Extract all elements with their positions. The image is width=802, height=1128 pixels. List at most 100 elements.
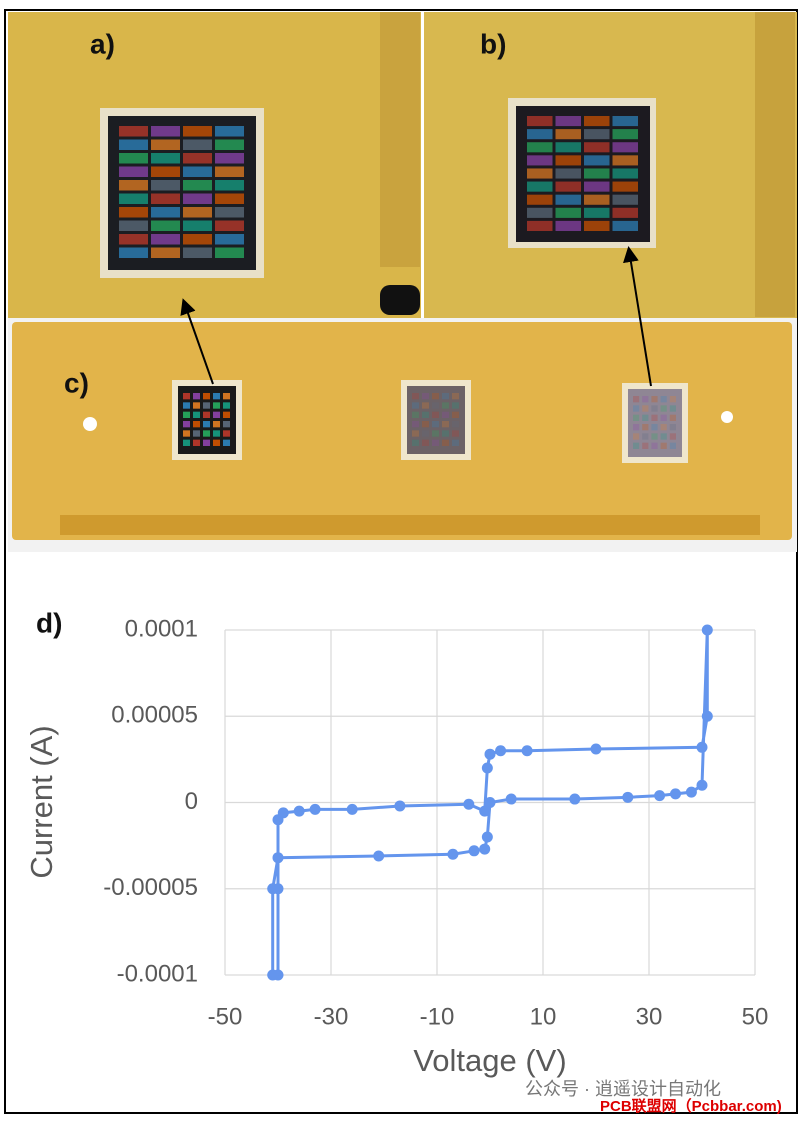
data-point: [481, 762, 493, 774]
chip-cell: [223, 430, 230, 437]
chip-cell: [422, 402, 429, 409]
chip-cell: [223, 411, 230, 418]
chip-cell: [584, 129, 610, 140]
x-axis-title: Voltage (V): [413, 1043, 566, 1078]
data-point: [309, 803, 321, 815]
chip-cell: [151, 220, 180, 231]
chip-cell: [151, 153, 180, 164]
chip-cell: [119, 234, 148, 245]
chip-cell: [442, 393, 449, 400]
chip-cell: [555, 207, 581, 218]
chip-cell: [119, 153, 148, 164]
chip-cell: [584, 220, 610, 231]
chip-cell: [651, 396, 658, 403]
chip-cell: [193, 430, 200, 437]
chip-cell: [633, 424, 640, 431]
chip-cell: [412, 421, 419, 428]
chip-cell: [215, 193, 244, 204]
chip-cell: [612, 116, 638, 127]
chip-cell: [203, 393, 210, 400]
chip-cell: [412, 411, 419, 418]
chip-cell: [119, 247, 148, 258]
chip-cell: [442, 439, 449, 446]
chip-cell: [183, 193, 212, 204]
chip-cell: [183, 234, 212, 245]
chip-detail: [119, 116, 676, 449]
chip-cell: [612, 181, 638, 192]
chip-cell: [432, 439, 439, 446]
chip-cell: [151, 180, 180, 191]
chip-cell: [203, 411, 210, 418]
chip-cell: [183, 421, 190, 428]
data-point: [654, 790, 666, 802]
chip-cell: [633, 414, 640, 421]
chip-cell: [151, 139, 180, 150]
chip: [407, 386, 465, 454]
hole: [721, 411, 733, 423]
chip: [628, 389, 682, 457]
chip-cell: [183, 439, 190, 446]
chip-cell: [422, 439, 429, 446]
data-point: [701, 710, 713, 722]
x-tick-label: -50: [208, 1003, 243, 1030]
chip-cell: [151, 166, 180, 177]
y-tick-label: -0.0001: [117, 960, 198, 987]
pads: [380, 12, 420, 267]
chip-cell: [452, 439, 459, 446]
panel-label: a): [90, 28, 115, 59]
chip-cell: [183, 180, 212, 191]
chip-cell: [213, 393, 220, 400]
data-point: [622, 791, 634, 803]
chip-cell: [555, 129, 581, 140]
chip-cell: [412, 439, 419, 446]
chip-cell: [612, 207, 638, 218]
data-point: [505, 793, 517, 805]
arrow: [623, 246, 652, 387]
chip-cell: [633, 442, 640, 449]
chip-cell: [223, 421, 230, 428]
data-point: [447, 848, 459, 860]
x-tick-label: -10: [420, 1003, 455, 1030]
y-tick-label: -0.00005: [103, 874, 198, 901]
chip-cell: [612, 155, 638, 166]
chip-cell: [183, 402, 190, 409]
watermark: 公众号 · 逍遥设计自动化: [525, 1079, 721, 1099]
hole: [83, 417, 97, 431]
chip-cell: [183, 393, 190, 400]
chip-cell: [193, 402, 200, 409]
chip-cell: [584, 142, 610, 153]
chip-cell: [432, 402, 439, 409]
data-point: [267, 883, 279, 895]
chip-cell: [203, 439, 210, 446]
chip-cell: [527, 207, 553, 218]
chip-cell: [527, 129, 553, 140]
chip-cell: [584, 181, 610, 192]
data-point: [293, 805, 305, 817]
chip-cell: [213, 402, 220, 409]
chip-cell: [452, 421, 459, 428]
chip-cell: [612, 129, 638, 140]
chip-cell: [452, 402, 459, 409]
chip-cell: [633, 433, 640, 440]
chip-cell: [223, 393, 230, 400]
data-point: [521, 745, 533, 757]
data-point: [696, 779, 708, 791]
chip-cell: [642, 396, 649, 403]
chip-cell: [119, 126, 148, 137]
chip-cell: [119, 220, 148, 231]
chip-cell: [452, 393, 459, 400]
chip-cell: [633, 405, 640, 412]
chip-cell: [669, 405, 676, 412]
edge-pads: [60, 515, 760, 535]
chip-cell: [555, 155, 581, 166]
chip-cell: [215, 166, 244, 177]
chip-cell: [203, 402, 210, 409]
chip-cell: [555, 142, 581, 153]
chip-cell: [432, 411, 439, 418]
chip-cell: [555, 220, 581, 231]
chip-cell: [642, 414, 649, 421]
chip-cell: [183, 220, 212, 231]
chip-cell: [555, 181, 581, 192]
chip-cell: [527, 155, 553, 166]
chip-cell: [527, 116, 553, 127]
